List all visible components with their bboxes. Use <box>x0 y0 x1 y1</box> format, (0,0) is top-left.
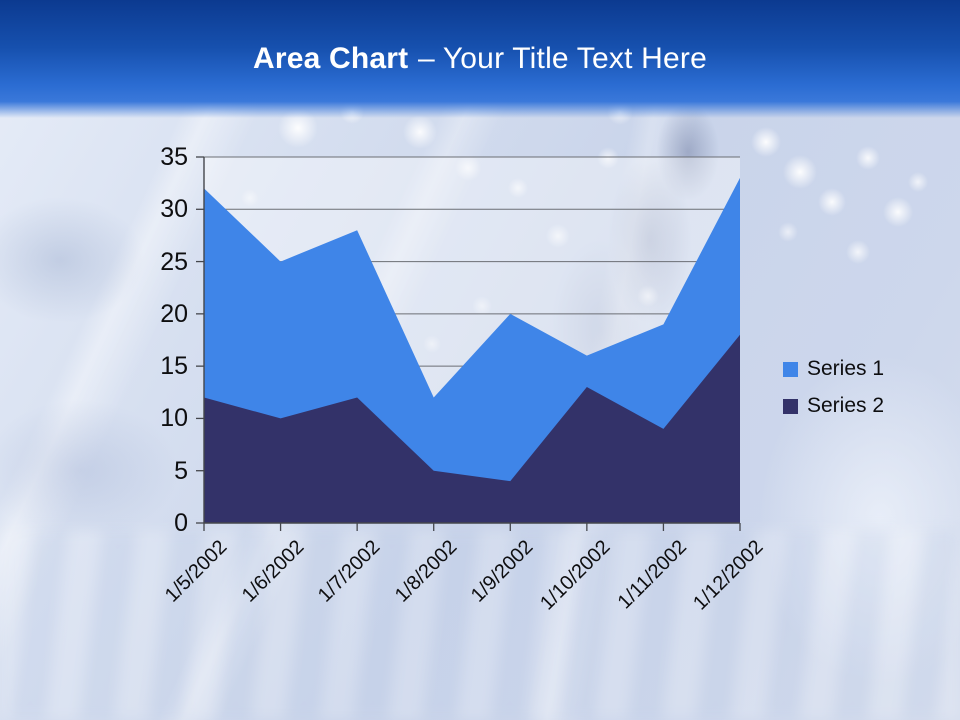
legend-item: Series 1 <box>783 357 885 380</box>
title-regular-text: – Your Title Text Here <box>417 42 707 75</box>
legend-swatch <box>783 398 798 414</box>
series-areas <box>204 177 740 523</box>
y-tick-label: 30 <box>160 195 188 224</box>
y-tick-label: 15 <box>160 352 188 381</box>
y-tick-label: 25 <box>160 247 188 276</box>
legend-item: Series 2 <box>783 394 885 417</box>
legend: Series 1 Series 2 <box>783 357 885 432</box>
axes <box>196 156 741 531</box>
title-bar: Area Chart – Your Title Text Here <box>0 0 960 118</box>
y-tick-label: 0 <box>174 509 188 537</box>
y-tick-label: 5 <box>174 456 188 485</box>
legend-label: Series 1 <box>807 357 885 380</box>
y-tick-label: 10 <box>160 404 188 433</box>
slide-title: Area Chart – Your Title Text Here <box>0 0 960 77</box>
series-2-area <box>204 334 740 523</box>
y-tick-label: 20 <box>160 299 188 328</box>
y-tick-label: 35 <box>160 143 188 171</box>
legend-swatch <box>783 361 798 377</box>
legend-label: Series 2 <box>807 394 885 417</box>
title-bold-text: Area Chart <box>252 42 409 75</box>
